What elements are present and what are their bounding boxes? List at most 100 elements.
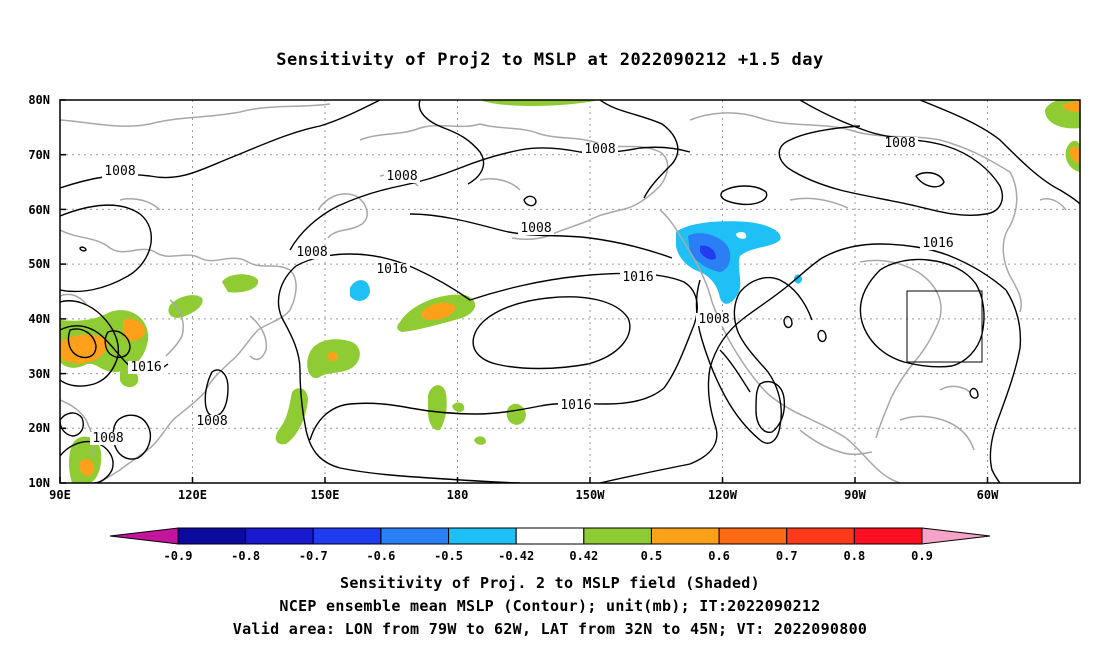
lat-label: 50N	[28, 257, 50, 271]
contour-label: 1016	[376, 262, 407, 277]
contour-1008-loop-bering	[523, 195, 537, 207]
colorbar-left-triangle	[109, 527, 179, 545]
shade-orange-ne2	[1069, 146, 1080, 164]
contour-label: 1008	[520, 221, 551, 236]
latitude-labels: 80N 70N 60N 50N 40N 30N 20N 10N	[28, 93, 50, 490]
contour-1016-atl-inner	[859, 258, 985, 368]
shade-green-wpac2	[275, 388, 308, 445]
contour-1008-arctic-east	[418, 100, 485, 185]
contour-loop-small2	[783, 315, 793, 329]
contour-label-bg	[374, 263, 410, 276]
contour-1008-california	[695, 276, 813, 444]
shade-green-arctic	[480, 100, 600, 106]
shade-green-central4	[474, 436, 486, 445]
shade-orange-scs	[80, 458, 95, 476]
colorbar-label: -0.6	[366, 549, 395, 563]
contour-label-bg	[90, 432, 126, 445]
axis-ticks	[59, 99, 989, 484]
shade-orange-wpac	[328, 351, 338, 361]
lon-label: 90W	[844, 488, 866, 502]
contour-label-bg	[558, 399, 594, 412]
contour-label: 1016	[560, 398, 591, 413]
contour-loop-nw	[79, 246, 87, 252]
lon-label: 120W	[708, 488, 738, 502]
contour-label-bg	[128, 361, 164, 374]
shade-white-hole	[736, 231, 747, 239]
lon-label: 180	[447, 488, 469, 502]
footer-line-1: Sensitivity of Proj. 2 to MSLP field (Sh…	[340, 574, 760, 592]
colorbar-box	[448, 527, 517, 545]
lat-label: 30N	[28, 367, 50, 381]
colorbar: -0.9 -0.8 -0.7 -0.6 -0.5 -0.42 0.42 0.5 0.6 0.7 0.…	[109, 527, 991, 563]
graticule	[60, 100, 1080, 483]
shade-green-central	[428, 385, 447, 431]
colorbar-box	[515, 527, 585, 545]
longitude-labels: 90E 120E 150E 180 150W 120W 90W 60W	[49, 488, 999, 502]
shade-orange-china1	[60, 334, 108, 364]
shade-orange-ne-corner	[1062, 100, 1080, 112]
contour-label: 1008	[698, 312, 729, 327]
lat-label: 80N	[28, 93, 50, 107]
contour-label-bg	[194, 415, 230, 428]
shade-darkblue-na	[700, 245, 716, 260]
contour-label: 1008	[104, 164, 135, 179]
contour-label-bg	[294, 246, 330, 259]
colorbar-box	[718, 527, 788, 545]
contour-label-bg	[582, 143, 618, 156]
contour-1008-gulf-alaska	[409, 213, 673, 259]
colorbar-label: 0.6	[708, 549, 730, 563]
contour-label-bg	[384, 170, 420, 183]
contour-loop-small1	[817, 329, 827, 343]
contour-1016-atlantic	[989, 289, 1022, 483]
lon-label: 150W	[576, 488, 606, 502]
footer-line-2: NCEP ensemble mean MSLP (Contour); unit(…	[279, 597, 821, 615]
colorbar-label: 0.42	[569, 549, 598, 563]
contour-1008-bengal	[60, 440, 114, 483]
lon-label: 90E	[49, 488, 71, 502]
contour-1008-mid	[599, 100, 679, 199]
map-frame	[59, 99, 1081, 484]
lat-label: 10N	[28, 476, 50, 490]
lon-label: 60W	[977, 488, 999, 502]
contour-china-inner2	[104, 330, 131, 359]
shade-orange-china2	[123, 318, 145, 341]
valid-area-box	[906, 290, 983, 363]
mslp-contours	[60, 100, 1080, 483]
colorbar-label: -0.7	[299, 549, 328, 563]
lat-label: 20N	[28, 421, 50, 435]
contour-labels: 1008 1008 1008 1008 1008 1008 1016 1016 1016 1008…	[90, 136, 956, 446]
contour-low-left	[60, 412, 84, 437]
plot-title: Sensitivity of Proj2 to MSLP at 20220902…	[276, 50, 824, 70]
contour-loop-small3	[969, 387, 979, 399]
contour-label-bg	[882, 137, 918, 150]
lon-label: 120E	[178, 488, 207, 502]
footer-line-3: Valid area: LON from 79W to 62W, LAT fro…	[232, 620, 868, 638]
contour-label: 1008	[92, 431, 123, 446]
contour-label-bg	[102, 165, 138, 178]
contour-label-bg	[696, 313, 732, 326]
contour-1016-npac	[295, 253, 698, 441]
colorbar-label: -0.5	[434, 549, 463, 563]
contour-label-bg	[920, 237, 956, 250]
contour-label: 1008	[386, 169, 417, 184]
shade-green-japan	[222, 274, 259, 293]
contour-label: 1016	[622, 270, 653, 285]
colorbar-label: 0.7	[776, 549, 798, 563]
contour-1008-mexico2	[719, 349, 751, 393]
contour-1008-phil	[204, 369, 229, 417]
contour-1016-east	[599, 243, 1007, 483]
contour-1016-south	[277, 265, 521, 483]
contour-1016-inner-high	[472, 296, 631, 370]
contour-1008-loop-ne	[915, 171, 945, 188]
colorbar-label: -0.8	[231, 549, 260, 563]
colorbar-label: 0.8	[844, 549, 866, 563]
colorbar-box	[650, 527, 720, 545]
colorbar-box	[380, 527, 450, 545]
contour-1008-mexico	[755, 380, 786, 433]
contour-1008-west-low	[60, 204, 153, 293]
contour-label: 1008	[584, 142, 615, 157]
lon-label: 150E	[311, 488, 340, 502]
colorbar-label: 0.9	[911, 549, 933, 563]
shade-blue-pacific	[350, 280, 370, 301]
contour-label: 1016	[130, 360, 161, 375]
